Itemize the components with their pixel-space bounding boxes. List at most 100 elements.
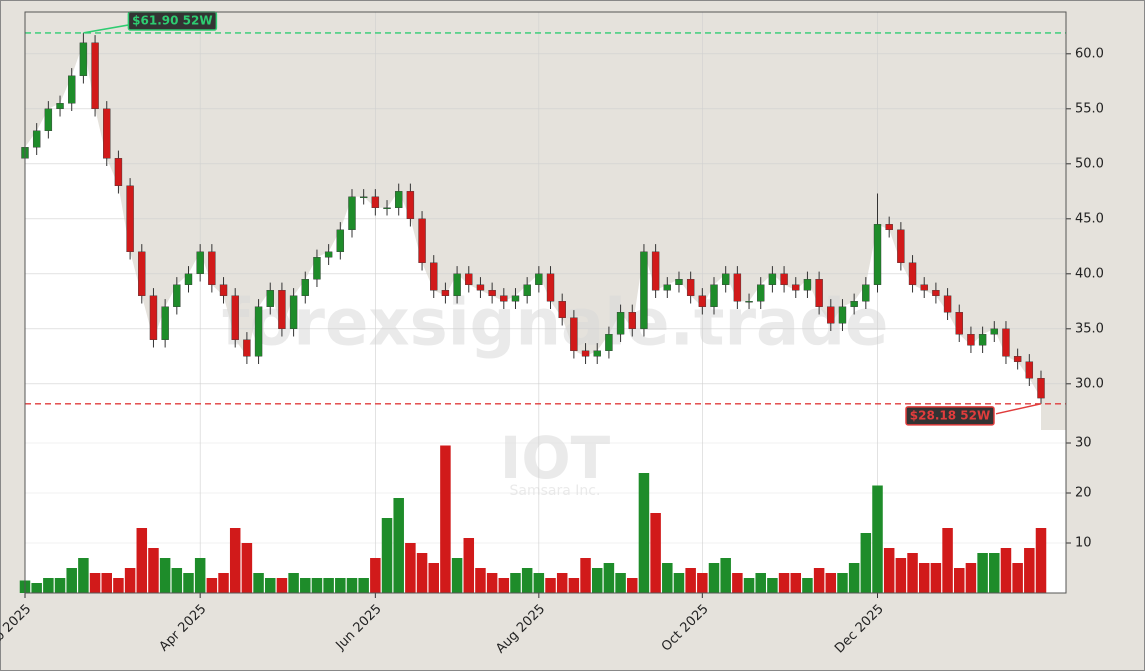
volume-bar (615, 573, 626, 593)
candle-body (56, 103, 64, 110)
candle-body (523, 284, 531, 296)
volume-bar (580, 558, 591, 593)
volume-bar (662, 563, 673, 593)
candle-body (967, 334, 975, 346)
candle-body (173, 284, 181, 307)
candle-body (406, 191, 415, 220)
candle-body (476, 284, 485, 291)
y-tick-label: 35.0 (1075, 321, 1104, 336)
volume-bar (638, 473, 650, 593)
candle-body (278, 290, 286, 329)
candle-body (488, 290, 496, 296)
volume-bar (767, 578, 778, 593)
candle-body (815, 279, 823, 307)
volume-bar (977, 553, 988, 593)
volume-bar (545, 578, 556, 593)
y-tick-label: 10 (1075, 536, 1092, 551)
candle-body (745, 301, 753, 303)
candle-body (873, 224, 882, 286)
candle-body (114, 158, 123, 187)
volume-bar (907, 553, 918, 593)
volume-bar (673, 573, 685, 593)
volume-bar (837, 573, 848, 593)
candle-body (465, 273, 473, 285)
candle-body (792, 284, 800, 291)
volume-bar (1035, 528, 1047, 593)
candle-body (149, 295, 158, 340)
volume-bar (323, 578, 334, 593)
volume-bar (533, 573, 545, 593)
volume-bar (101, 573, 113, 593)
volume-bar (475, 568, 486, 593)
volume-bar (405, 543, 416, 593)
volume-bar (253, 573, 264, 593)
volume-bar (171, 568, 183, 593)
volume-bar (1000, 548, 1012, 593)
candle-body (313, 257, 321, 280)
candle-body (394, 191, 403, 209)
candle-body (628, 312, 636, 329)
volume-bar (883, 548, 895, 593)
candle-body (920, 284, 928, 291)
volume-bar (720, 558, 731, 593)
candle-body (418, 218, 426, 264)
volume-bar (381, 518, 393, 593)
candle-body (990, 328, 998, 335)
annotation-arrow (995, 403, 1042, 415)
volume-bar (113, 578, 124, 593)
annotation-arrow (83, 24, 129, 34)
candle-body (535, 273, 543, 285)
watermark-company: Samsara Inc. (510, 483, 601, 499)
volume-bar (732, 573, 743, 593)
volume-bar (136, 528, 148, 593)
candle-body (757, 284, 765, 302)
candle-body (208, 251, 216, 286)
y-tick-label: 20 (1075, 486, 1092, 501)
volume-bar (451, 558, 463, 593)
candle-body (441, 290, 450, 296)
candle-body (570, 317, 578, 351)
y-tick-label: 30 (1075, 436, 1092, 451)
volume-bar (825, 573, 837, 593)
volume-bar (229, 528, 241, 593)
volume-bar (66, 568, 77, 593)
candle-body (126, 185, 134, 253)
annotation-label: $61.90 52W (132, 14, 212, 28)
volume-bar (194, 558, 206, 593)
volume-bar (124, 568, 136, 593)
candle-body (161, 306, 169, 340)
volume-bar (930, 563, 942, 593)
volume-bar (872, 485, 883, 593)
volume-bar (463, 538, 475, 593)
annotation-label: $28.18 52W (910, 408, 990, 422)
candle-body (511, 295, 520, 302)
volume-bar (206, 578, 218, 593)
volume-bar (708, 563, 720, 593)
volume-bar (89, 573, 101, 593)
price-area (25, 42, 1041, 431)
candle-body (663, 284, 672, 291)
volume-bar (498, 578, 510, 593)
y-tick-label: 55.0 (1075, 101, 1104, 116)
candle-body (780, 273, 788, 285)
volume-bar (895, 558, 907, 593)
volume-bar (346, 578, 358, 593)
volume-bar (778, 573, 790, 593)
volume-bar (428, 563, 439, 593)
volume-bar (43, 578, 54, 593)
volume-bar (486, 573, 498, 593)
candle-body (44, 108, 53, 132)
volume-bar (802, 578, 813, 593)
y-tick-label: 30.0 (1075, 376, 1104, 391)
volume-bar (78, 558, 89, 593)
y-tick-label: 40.0 (1075, 266, 1104, 281)
candle-body (686, 279, 695, 296)
volume-bar (650, 513, 661, 593)
volume-bar (813, 568, 825, 593)
volume-bar (568, 578, 580, 593)
candle-body (605, 334, 613, 351)
candle-body (453, 273, 461, 296)
volume-bar (510, 573, 521, 593)
candle-body (1037, 378, 1045, 399)
candle-body (827, 306, 835, 324)
